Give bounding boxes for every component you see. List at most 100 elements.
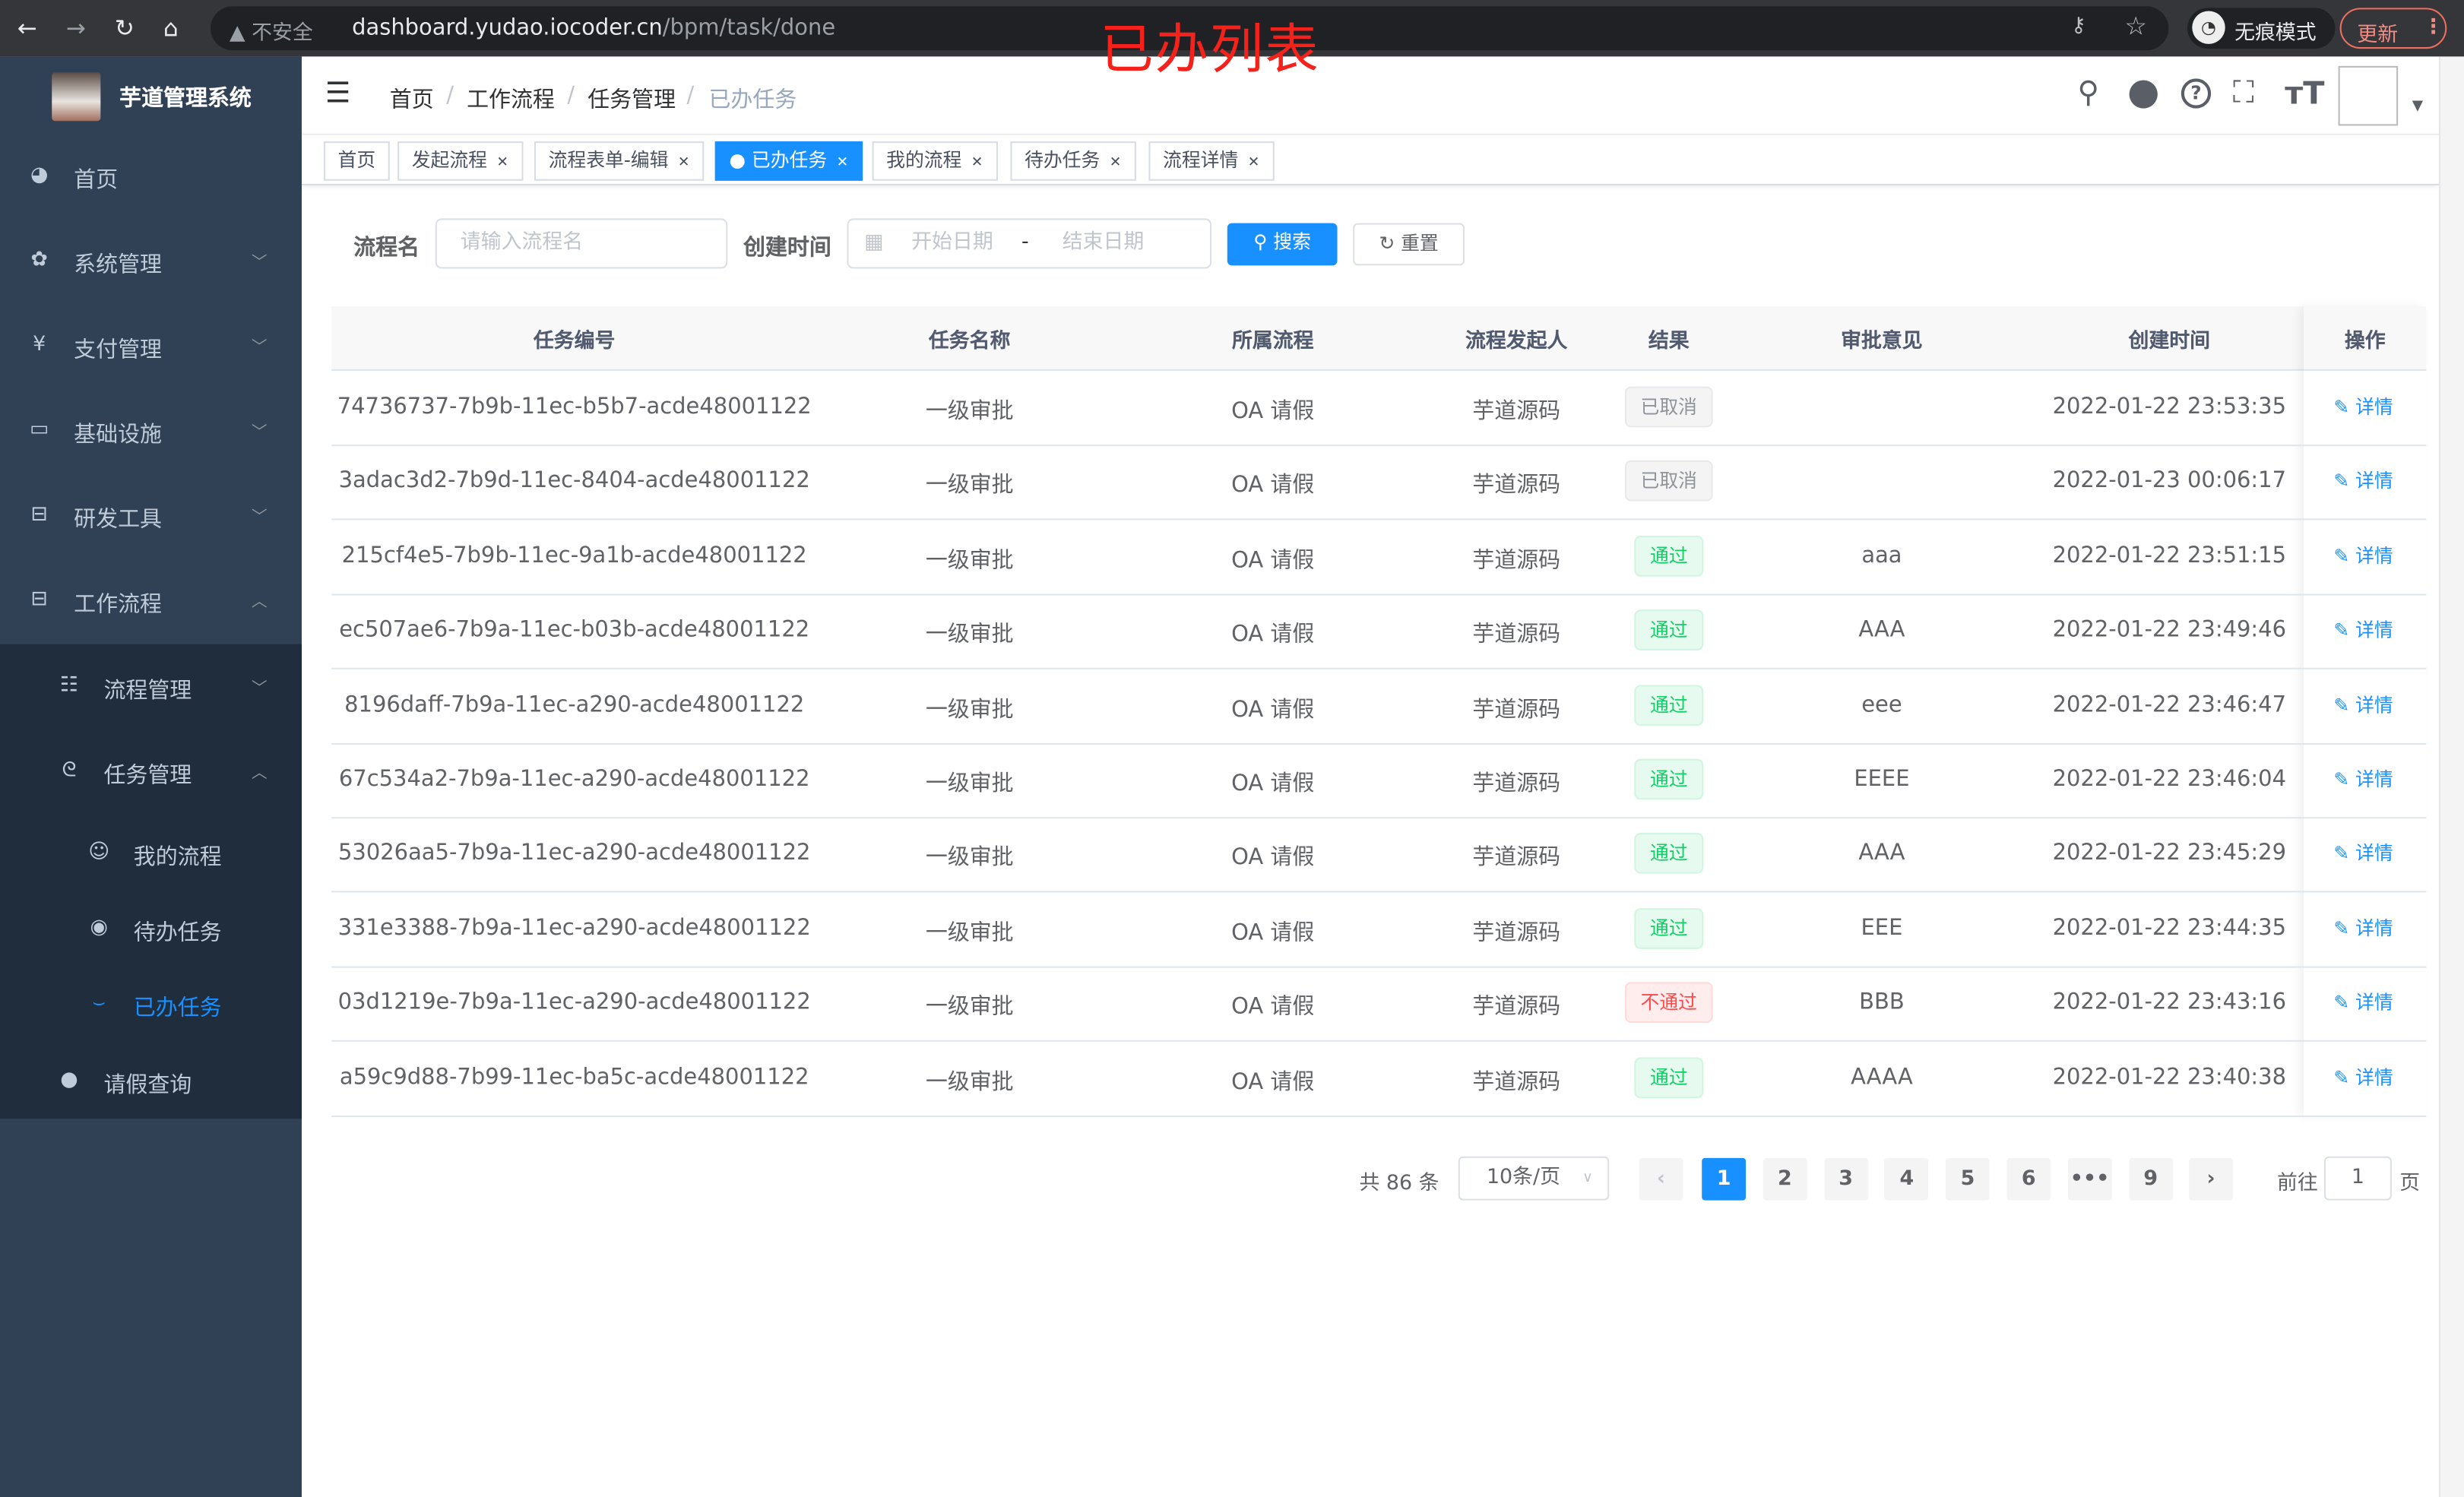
breadcrumb-task-management[interactable]: 任务管理 [587,87,676,113]
back-icon[interactable]: ← [17,14,37,43]
detail-label: 详情 [2355,545,2393,567]
sidebar-item-1[interactable]: ✿ 系统管理 ﹀ [0,248,302,280]
sidebar-item-2[interactable]: ¥ 支付管理 ﹀ [0,333,302,364]
detail-link[interactable]: ✎ 详情 [2333,840,2393,866]
search-icon[interactable]: ⚲ [2077,75,2100,110]
search-button[interactable]: ⚲ 搜索 [1227,223,1338,266]
close-icon[interactable]: ✕ [1109,155,1122,172]
list-icon: ☷ [59,674,79,698]
url-text[interactable]: dashboard.yudao.iocoder.cn/bpm/task/done [352,16,835,41]
tab-3[interactable]: ● 已办任务 ✕ [714,141,863,181]
user-avatar[interactable] [2338,65,2399,126]
tab-6[interactable]: 流程详情 ✕ [1148,141,1274,181]
process-name-input[interactable]: 请输入流程名 [435,218,728,269]
detail-link[interactable]: ✎ 详情 [2333,1063,2393,1090]
detail-link[interactable]: ✎ 详情 [2333,542,2393,568]
row-divider [331,668,2427,670]
caret-down-icon[interactable]: ▼ [2412,99,2424,115]
sidebar-item-0[interactable]: ◕ 首页 [0,163,302,195]
close-icon[interactable]: ✕ [971,155,983,172]
cell-starter: 芋道源码 [1472,548,1561,574]
star-icon[interactable]: ☆ [2124,11,2148,41]
cell-time: 2022-01-22 23:46:04 [2052,766,2287,793]
page-button[interactable]: 4 [1884,1157,1929,1201]
edit-icon: ✎ [2333,545,2356,567]
date-range-picker[interactable]: ▦ 开始日期 - 结束日期 [847,218,1212,269]
close-icon[interactable]: ✕ [677,155,690,172]
goto-page-value: 1 [2351,1166,2364,1190]
detail-link[interactable]: ✎ 详情 [2333,467,2393,494]
more-pages-button[interactable]: ••• [2067,1157,2112,1201]
forward-icon[interactable]: → [65,14,86,43]
sidebar-item-11[interactable]: ● 请假查询 [0,1068,302,1100]
help-icon[interactable]: ? [2181,78,2212,109]
tab-2[interactable]: 流程表单-编辑 ✕ [534,141,705,181]
tab-4[interactable]: 我的流程 ✕ [872,141,998,181]
process-name-placeholder: 请输入流程名 [460,230,584,255]
detail-link[interactable]: ✎ 详情 [2333,691,2393,717]
sidebar: 芋道管理系统 [0,56,302,1497]
detail-link[interactable]: ✎ 详情 [2333,914,2393,941]
fullscreen-icon[interactable]: ⛶ [2233,75,2254,110]
update-button[interactable]: 更新 ⋮ [2339,8,2447,49]
tab-1[interactable]: 发起流程 ✕ [397,141,523,181]
detail-link[interactable]: ✎ 详情 [2333,765,2393,792]
sidebar-item-9[interactable]: ◉ 待办任务 [0,916,302,947]
page-button[interactable]: 5 [1946,1157,1990,1201]
range-separator: - [1021,230,1029,255]
github-icon[interactable] [2129,80,2158,109]
breadcrumb-workflow[interactable]: 工作流程 [467,87,555,113]
page-button[interactable]: 1 [1702,1157,1747,1201]
detail-link[interactable]: ✎ 详情 [2333,989,2393,1015]
sidebar-item-5[interactable]: ⊟ 工作流程 ︿ [0,587,302,619]
sidebar-item-7[interactable]: ᘓ 任务管理 ︿ [0,759,302,790]
cell-comment: EEE [1861,915,1903,942]
hamburger-icon[interactable]: ☰ [325,77,351,110]
close-icon[interactable]: ✕ [836,155,849,172]
reset-button[interactable]: ↻ 重置 [1353,223,1465,266]
sidebar-item-label: 系统管理 [74,252,162,278]
breadcrumb-current: 已办任务 [708,87,797,113]
row-divider [331,593,2427,596]
font-size-icon[interactable]: ᴛT [2285,74,2325,112]
sidebar-item-8[interactable]: ☺ 我的流程 [0,840,302,872]
cell-process: OA 请假 [1231,399,1315,425]
page-button[interactable]: 3 [1823,1157,1868,1201]
close-icon[interactable]: ✕ [1247,155,1260,172]
incognito-badge[interactable]: ◔ 无痕模式 [2187,8,2336,49]
result-badge: 已取消 [1624,386,1713,428]
sidebar-item-4[interactable]: ⊟ 研发工具 ﹀ [0,503,302,534]
detail-link[interactable]: ✎ 详情 [2333,393,2393,419]
row-divider [331,817,2427,819]
tab-label: 我的流程 [886,149,962,172]
detail-link[interactable]: ✎ 详情 [2333,616,2393,643]
start-date-placeholder[interactable]: 开始日期 [911,230,993,255]
sidebar-item-6[interactable]: ☷ 流程管理 ﹀ [0,674,302,705]
reload-icon[interactable]: ↻ [114,14,135,43]
address-bar[interactable]: ▲ 不安全 dashboard.yudao.iocoder.cn/bpm/tas… [211,6,2169,51]
browser-toolbar: ← → ↻ ⌂ ▲ 不安全 dashboard.yudao.iocoder.cn… [0,0,2464,57]
sidebar-item-3[interactable]: ▭ 基础设施 ﹀ [0,418,302,449]
refresh-icon: ↻ [1379,233,1401,255]
prev-page-button[interactable]: ‹ [1639,1157,1683,1201]
tab-5[interactable]: 待办任务 ✕ [1010,141,1135,181]
more-icon[interactable]: ⋮ [2423,15,2444,40]
chevron-up-icon: ︿ [251,764,268,783]
page-button[interactable]: 2 [1762,1157,1807,1201]
home-icon[interactable]: ⌂ [163,14,179,43]
close-icon[interactable]: ✕ [496,155,508,172]
sidebar-item-10[interactable]: ⌣ 已办任务 [0,992,302,1023]
page-button[interactable]: 6 [2006,1157,2051,1201]
key-icon[interactable]: ⚷ [2071,14,2086,38]
reset-button-label: 重置 [1401,233,1439,255]
end-date-placeholder[interactable]: 结束日期 [1062,230,1145,255]
page-size-select[interactable]: 10条/页 ∨ [1458,1156,1610,1201]
tab-0[interactable]: 首页 [323,141,390,181]
cell-starter: 芋道源码 [1472,1069,1561,1095]
cell-process: OA 请假 [1231,846,1315,872]
next-page-button[interactable]: › [2189,1157,2234,1201]
goto-page-input[interactable]: 1 [2323,1156,2392,1201]
page-scrollbar[interactable] [2438,56,2464,1497]
page-button[interactable]: 9 [2128,1157,2173,1201]
breadcrumb-home[interactable]: 首页 [389,87,434,113]
